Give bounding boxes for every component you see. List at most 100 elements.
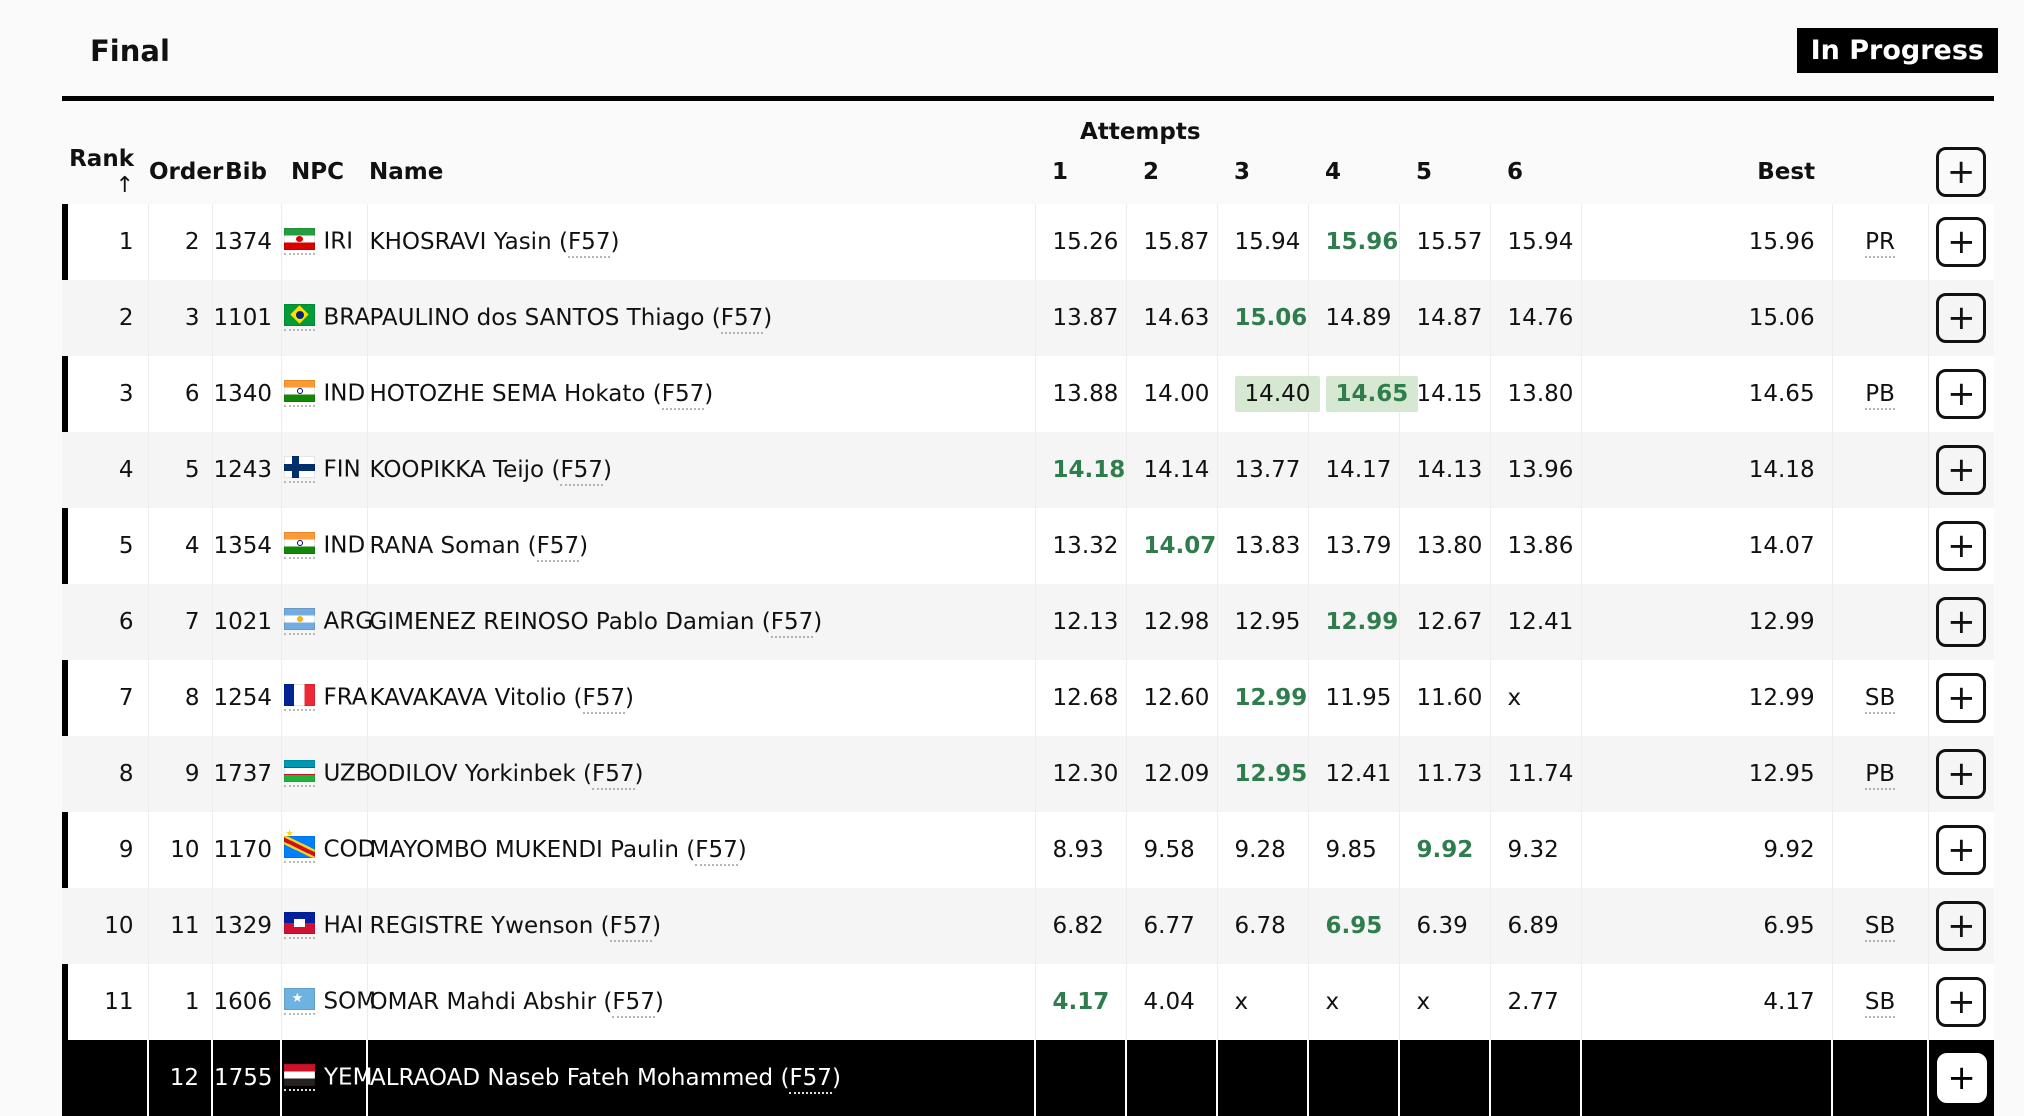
order-cell: 12 <box>148 1039 213 1116</box>
column-header-attempt-2[interactable]: 2 <box>1126 144 1218 204</box>
plus-icon: + <box>1947 373 1976 414</box>
flag-fin-icon <box>283 456 315 483</box>
best-cell <box>1581 1039 1834 1116</box>
attempt-2-cell: 12.09 <box>1126 735 1218 812</box>
athlete-name-cell: KAVAKAVA Vitolio (F57) <box>367 659 1036 736</box>
attempt-4-cell: 14.17 <box>1308 431 1400 508</box>
sport-class: F57 <box>612 988 655 1018</box>
column-header-attempt-4[interactable]: 4 <box>1308 144 1400 204</box>
expand-row-button[interactable]: + <box>1936 596 1987 647</box>
expand-row-button[interactable]: + <box>1936 748 1987 799</box>
record-cell: SB <box>1832 887 1929 964</box>
record-cell <box>1832 431 1929 508</box>
rank-cell: 6 <box>62 583 149 660</box>
expand-row-button[interactable]: + <box>1936 520 1987 571</box>
flag-bra-icon <box>283 304 315 331</box>
table-row: 10 11 1329 HAI REGISTRE Ywenson (F57) 6.… <box>62 887 1995 964</box>
bib-cell: 1329 <box>212 887 282 964</box>
column-header-attempt-3[interactable]: 3 <box>1217 144 1309 204</box>
attempt-6-cell <box>1490 1039 1583 1116</box>
column-header-attempt-5[interactable]: 5 <box>1399 144 1491 204</box>
attempt-6-cell: 12.41 <box>1490 583 1582 660</box>
athlete-name-cell: MAYOMBO MUKENDI Paulin (F57) <box>367 811 1036 888</box>
column-header-attempt-1[interactable]: 1 <box>1035 144 1127 204</box>
plus-icon: + <box>1947 905 1976 946</box>
attempt-6-cell: 6.89 <box>1490 887 1582 964</box>
column-header-rank[interactable]: Rank ↑ <box>62 144 148 204</box>
rank-cell: 9 <box>62 811 149 888</box>
column-header-best[interactable]: Best <box>1581 144 1833 204</box>
sport-class: F57 <box>770 608 814 638</box>
column-header-bib[interactable]: Bib <box>212 144 281 204</box>
table-row: 8 9 1737 UZB ODILOV Yorkinbek (F57) 12.3… <box>62 735 1995 812</box>
rank-cell: 3 <box>62 355 149 432</box>
attempt-5-cell <box>1399 1039 1492 1116</box>
attempt-1-cell: 13.32 <box>1035 507 1127 584</box>
flag-hai-icon <box>283 912 315 939</box>
table-row: 12 1755 YEM ALRAOAD Naseb Fateh Mohammed… <box>62 1039 1995 1116</box>
record-cell <box>1832 279 1929 356</box>
add-cell: + <box>1928 432 1994 508</box>
add-cell: + <box>1928 1040 1994 1116</box>
top-bar: Final In Progress <box>0 0 2024 96</box>
athlete-name-cell: RANA Soman (F57) <box>367 507 1036 584</box>
attempt-5-cell: 12.67 <box>1399 583 1491 660</box>
athlete-name: REGISTRE Ywenson <box>369 912 594 939</box>
attempt-5-cell: 9.92 <box>1399 811 1491 888</box>
sport-class: F57 <box>609 912 653 942</box>
attempt-4-cell: 14.89 <box>1308 279 1400 356</box>
best-cell: 9.92 <box>1581 811 1833 888</box>
athlete-name-cell: OMAR Mahdi Abshir (F57) <box>367 963 1036 1040</box>
attempt-3-cell: 12.95 <box>1217 583 1309 660</box>
add-column-button[interactable]: + <box>1936 146 1987 197</box>
expand-row-button[interactable]: + <box>1936 900 1987 951</box>
order-cell: 2 <box>148 203 213 280</box>
column-header-npc[interactable]: NPC <box>281 144 367 204</box>
attempt-4-cell: 15.96 <box>1308 203 1400 280</box>
table-row: 4 5 1243 FIN KOOPIKKA Teijo (F57) 14.18 … <box>62 431 1995 508</box>
column-header-attempt-6[interactable]: 6 <box>1490 144 1582 204</box>
rank-cell: 7 <box>62 659 149 736</box>
expand-row-button[interactable]: + <box>1936 292 1987 343</box>
record-badge: PB <box>1865 760 1895 790</box>
best-cell: 15.96 <box>1581 203 1833 280</box>
flag-yem-icon <box>284 1064 315 1091</box>
record-cell <box>1832 1039 1930 1116</box>
expand-row-button[interactable]: + <box>1936 1052 1987 1103</box>
attempt-4-cell: x <box>1308 963 1400 1040</box>
best-cell: 6.95 <box>1581 887 1833 964</box>
record-cell: SB <box>1832 659 1929 736</box>
attempt-5-cell: 11.60 <box>1399 659 1491 736</box>
order-cell: 7 <box>148 583 213 660</box>
npc-cell: ARG <box>281 583 373 660</box>
plus-icon: + <box>1946 151 1976 192</box>
attempt-3-cell: 13.83 <box>1217 507 1309 584</box>
sport-class: F57 <box>592 760 635 790</box>
attempts-group-row: Attempts <box>62 98 1995 145</box>
expand-row-button[interactable]: + <box>1936 216 1987 267</box>
attempt-6-cell: 15.94 <box>1490 203 1582 280</box>
record-badge: SB <box>1864 988 1896 1018</box>
npc-code: HAI <box>323 912 364 939</box>
attempt-5-cell: 11.73 <box>1399 735 1491 812</box>
athlete-name: KHOSRAVI Yasin <box>369 228 552 255</box>
column-header-order[interactable]: Order <box>148 144 223 204</box>
npc-code: FRA <box>323 684 368 711</box>
attempt-5-cell: x <box>1399 963 1491 1040</box>
expand-row-button[interactable]: + <box>1936 672 1987 723</box>
expand-row-button[interactable]: + <box>1936 976 1987 1027</box>
expand-row-button[interactable]: + <box>1936 368 1987 419</box>
attempt-5-cell: 14.13 <box>1399 431 1491 508</box>
sort-ascending-icon: ↑ <box>115 172 134 198</box>
column-header-name[interactable]: Name <box>367 144 1036 204</box>
npc-cell: YEM <box>281 1039 372 1116</box>
athlete-name: MAYOMBO MUKENDI Paulin <box>369 836 680 863</box>
attempt-6-cell: 11.74 <box>1490 735 1582 812</box>
best-cell: 14.07 <box>1581 507 1833 584</box>
npc-cell: IND <box>281 355 368 432</box>
athlete-name: PAULINO dos SANTOS Thiago <box>369 304 705 331</box>
npc-code: FIN <box>323 456 361 483</box>
expand-row-button[interactable]: + <box>1936 824 1987 875</box>
table-row: 7 8 1254 FRA KAVAKAVA Vitolio (F57) 12.6… <box>62 659 1995 736</box>
expand-row-button[interactable]: + <box>1936 444 1987 495</box>
